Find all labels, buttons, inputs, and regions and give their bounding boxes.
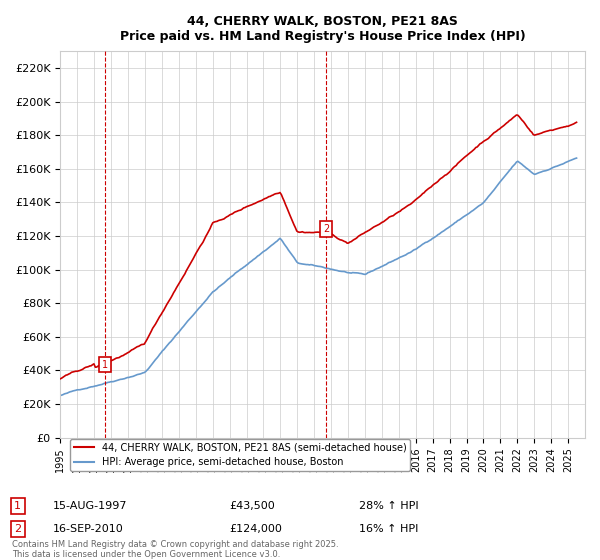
Text: 15-AUG-1997: 15-AUG-1997 <box>53 501 128 511</box>
Text: 28% ↑ HPI: 28% ↑ HPI <box>359 501 418 511</box>
Text: 16-SEP-2010: 16-SEP-2010 <box>53 524 124 534</box>
Text: 16% ↑ HPI: 16% ↑ HPI <box>359 524 418 534</box>
Text: 2: 2 <box>323 224 329 234</box>
Title: 44, CHERRY WALK, BOSTON, PE21 8AS
Price paid vs. HM Land Registry's House Price : 44, CHERRY WALK, BOSTON, PE21 8AS Price … <box>120 15 526 43</box>
Text: £43,500: £43,500 <box>229 501 275 511</box>
Text: 1: 1 <box>14 501 21 511</box>
Legend: 44, CHERRY WALK, BOSTON, PE21 8AS (semi-detached house), HPI: Average price, sem: 44, CHERRY WALK, BOSTON, PE21 8AS (semi-… <box>70 438 410 471</box>
Text: 2: 2 <box>14 524 22 534</box>
Text: Contains HM Land Registry data © Crown copyright and database right 2025.
This d: Contains HM Land Registry data © Crown c… <box>12 540 338 559</box>
Text: 1: 1 <box>101 360 108 370</box>
Text: £124,000: £124,000 <box>229 524 283 534</box>
